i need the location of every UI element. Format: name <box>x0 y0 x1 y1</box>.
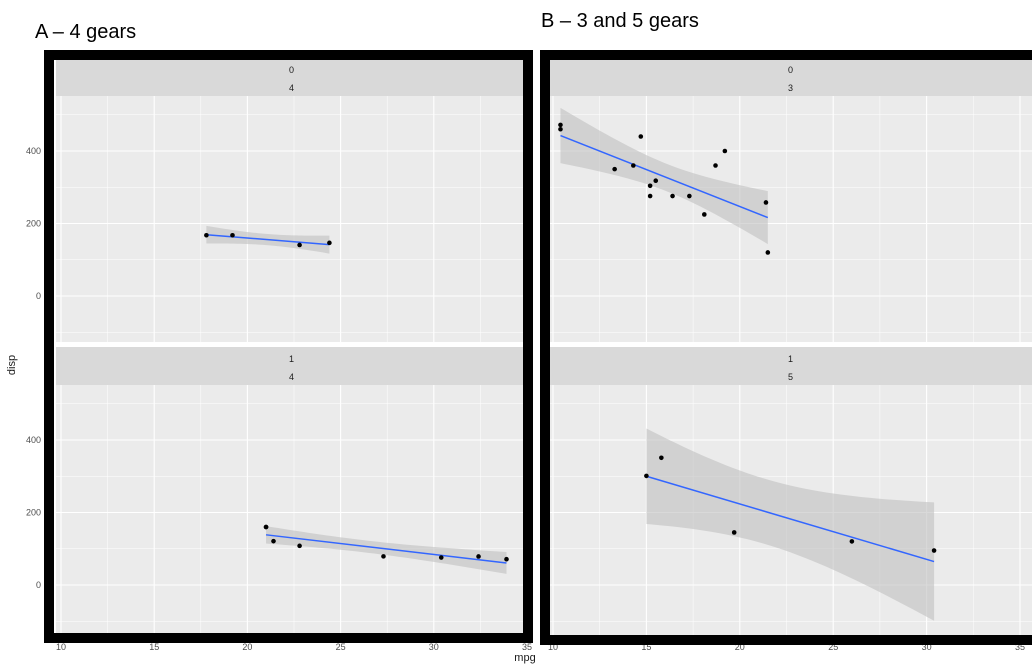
annotation-a: A – 4 gears <box>35 21 137 43</box>
data-point <box>476 554 481 559</box>
y-tick-label: 400 <box>26 435 41 445</box>
confidence-band <box>646 428 935 621</box>
y-tick-label: 0 <box>36 291 41 301</box>
x-tick-label: 10 <box>56 642 66 652</box>
y-axis-label: disp <box>6 355 18 375</box>
data-point <box>722 148 728 154</box>
facet-strip <box>549 58 1032 96</box>
x-tick-label: 20 <box>242 642 252 652</box>
strip-label: 1 <box>289 354 294 364</box>
data-point <box>230 232 235 238</box>
confidence-band <box>266 526 507 574</box>
facet-strip <box>56 347 527 385</box>
facet-strip <box>56 58 527 96</box>
data-point <box>558 126 563 132</box>
x-tick-label: 35 <box>522 642 532 652</box>
data-point <box>931 548 937 553</box>
data-point <box>381 554 386 559</box>
regression-line <box>265 534 507 564</box>
data-point <box>263 524 269 530</box>
data-point <box>297 543 302 549</box>
strip-label: 0 <box>289 65 294 75</box>
data-point <box>558 122 563 128</box>
x-tick-label: 25 <box>336 642 346 652</box>
data-point <box>504 556 509 562</box>
strip-label: 3 <box>788 83 793 93</box>
data-point <box>702 212 707 217</box>
data-point <box>644 473 649 479</box>
data-point <box>297 242 302 248</box>
x-tick-label: 10 <box>548 642 558 652</box>
data-point <box>687 193 692 199</box>
x-tick-label: 30 <box>922 642 932 652</box>
x-tick-label: 25 <box>828 642 838 652</box>
panel-background <box>56 96 527 342</box>
data-point <box>631 163 636 168</box>
x-tick-label: 35 <box>1015 642 1025 652</box>
data-point <box>612 166 617 172</box>
x-tick-label: 20 <box>735 642 745 652</box>
panel-background <box>549 96 1032 342</box>
facet-panel-0-3: 03 <box>549 58 1032 342</box>
data-point <box>647 193 653 199</box>
data-point <box>713 163 718 168</box>
regression-line <box>560 134 769 219</box>
y-tick-label: 400 <box>26 146 41 156</box>
facet-panel-1-4: 1 4 0 200 400 10 15 20 25 30 35 <box>26 347 532 652</box>
x-tick-label: 30 <box>429 642 439 652</box>
regression-line <box>646 475 935 563</box>
data-point <box>731 530 737 535</box>
frame-a <box>44 50 533 643</box>
x-axis-label: mpg <box>514 652 535 664</box>
data-point <box>659 455 664 461</box>
data-point <box>204 232 209 238</box>
data-point <box>638 134 644 139</box>
data-point <box>653 178 659 184</box>
x-tick-label: 15 <box>641 642 651 652</box>
data-point <box>647 183 653 189</box>
data-point <box>438 555 444 560</box>
facet-strip <box>549 347 1032 385</box>
facet-panel-0-4: 0 4 0 200 400 <box>26 58 528 342</box>
annotation-b: B – 3 and 5 gears <box>541 10 699 32</box>
strip-label: 4 <box>289 372 294 382</box>
strip-label: 0 <box>788 65 793 75</box>
strip-label: 4 <box>289 83 294 93</box>
x-tick-label: 15 <box>149 642 159 652</box>
frame-b <box>540 50 1032 645</box>
data-point <box>271 538 276 544</box>
y-tick-label: 0 <box>36 580 41 590</box>
regression-line <box>206 233 330 246</box>
data-point <box>670 193 675 199</box>
data-point <box>849 539 855 544</box>
data-point <box>763 200 769 205</box>
strip-label: 1 <box>788 354 793 364</box>
data-point <box>327 240 332 246</box>
strip-label: 5 <box>788 372 793 382</box>
data-point <box>765 250 771 255</box>
y-tick-label: 200 <box>26 508 41 518</box>
y-tick-label: 200 <box>26 219 41 229</box>
